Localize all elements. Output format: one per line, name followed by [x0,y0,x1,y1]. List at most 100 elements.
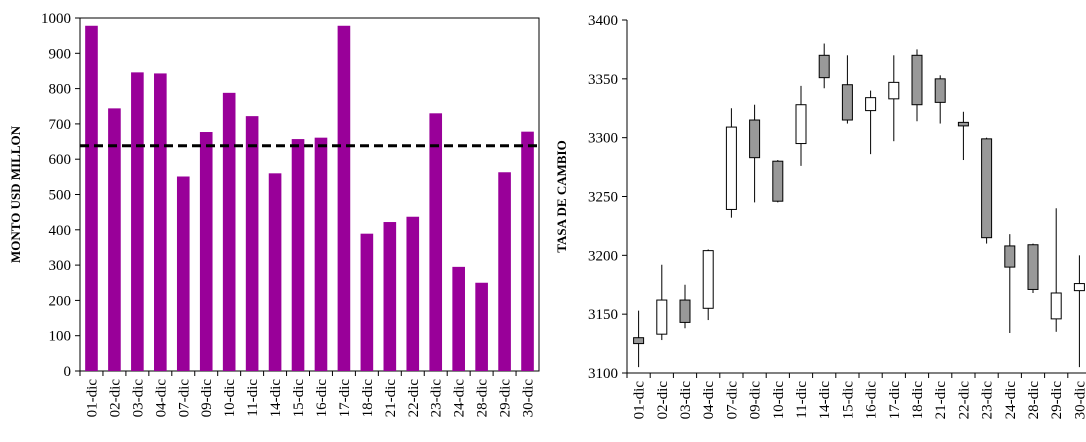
y-axis-title: MONTO USD MILLON [8,125,23,263]
x-tick-label: 11-dic [245,379,261,417]
candle-body [679,299,691,323]
candle-body [1027,244,1039,290]
x-tick-label: 10-dic [771,381,787,420]
x-tick-label: 02-dic [107,379,123,418]
bar [314,137,328,371]
x-tick-label: 11-dic [794,381,810,419]
x-tick-label: 14-dic [817,381,833,420]
bar [85,25,98,372]
bar [291,139,305,371]
x-tick-label: 14-dic [268,379,284,418]
x-tick-label: 23-dic [980,381,996,420]
x-tick-label: 28-dic [475,379,491,418]
x-tick-label: 16-dic [864,381,880,420]
x-tick-label: 17-dic [887,381,903,420]
candle-body [725,126,737,210]
x-tick-label: 18-dic [360,379,376,418]
y-tick-label: 3350 [588,72,618,88]
bar [429,113,443,371]
candle-body [749,119,761,159]
y-tick-label: 3250 [588,190,618,206]
bar [131,72,144,371]
candle-body [1004,245,1016,268]
x-tick-label: 30-dic [521,379,537,418]
y-tick-label: 300 [49,258,72,274]
candle-body [865,97,877,112]
candle-body [981,138,993,239]
x-tick-label: 21-dic [383,379,399,418]
x-tick-label: 16-dic [314,379,330,418]
x-tick-label: 09-dic [199,379,215,418]
candle-body [957,121,969,127]
bar [199,132,213,371]
y-tick-label: 100 [49,329,72,345]
candle-body [1073,283,1085,292]
candle-body [934,78,946,103]
x-tick-label: 24-dic [1003,381,1019,420]
y-tick-label: 3150 [588,307,618,323]
candle-body [888,81,900,100]
x-tick-label: 15-dic [840,381,856,420]
y-tick-label: 1000 [41,11,71,27]
x-tick-label: 29-dic [498,379,514,418]
candle-body [1050,292,1062,320]
candle-body [795,104,807,145]
x-tick-label: 23-dic [429,379,445,418]
y-tick-label: 3300 [588,131,618,147]
bar [406,216,420,371]
bar [383,222,397,371]
candle-body [818,54,830,79]
x-tick-label: 22-dic [956,381,972,420]
candle-body [656,299,668,335]
bar [475,282,488,371]
bar [521,131,534,371]
y-tick-label: 800 [49,82,72,98]
y-tick-label: 3200 [588,248,618,264]
x-tick-label: 24-dic [452,379,468,418]
candle-body [772,160,784,202]
x-tick-label: 01-dic [84,379,100,418]
y-tick-label: 400 [49,223,72,239]
x-tick-label: 01-dic [632,381,648,420]
plot-area [79,17,540,372]
bar [222,92,236,371]
bar-chart: 0 100 200 300 400 500 600 700 800 900 1000 01-dic 02… [8,11,540,418]
bar [498,172,511,371]
x-tick-label: 04-dic [153,379,169,418]
x-tick-label: 18-dic [910,381,926,420]
x-tick-label: 07-dic [176,379,192,418]
x-tick-label: 22-dic [406,379,422,418]
bar [176,176,190,371]
x-tick-label: 03-dic [130,379,146,418]
x-tick-label: 21-dic [933,381,949,420]
x-tick-label: 17-dic [337,379,353,418]
y-tick-label: 3400 [588,13,618,29]
bar [245,116,259,371]
x-tick-label: 04-dic [701,381,717,420]
y-tick-label: 500 [49,188,72,204]
y-tick-label: 3100 [588,366,618,382]
bar [268,173,282,371]
x-tick-label: 02-dic [655,381,671,420]
x-tick-label: 28-dic [1026,381,1042,420]
x-tick-label: 29-dic [1049,381,1065,420]
y-tick-label: 200 [49,293,72,309]
bar [452,266,465,371]
x-tick-label: 30-dic [1072,381,1086,420]
y-tick-label: 0 [64,364,72,380]
bar [337,25,351,372]
x-tick-label: 09-dic [748,381,764,420]
bar [108,108,121,372]
x-tick-label: 15-dic [291,379,307,418]
y-tick-label: 700 [49,117,72,133]
x-tick-label: 03-dic [678,381,694,420]
candlestick-chart: 3100 3150 3200 3250 3300 3350 3400 01-dic 02-dic… [554,13,1086,419]
x-tick-label: 10-dic [222,379,238,418]
candle-body [702,250,714,309]
y-axis-title: TASA DE CAMBIO [554,140,569,252]
candle-body [841,84,853,121]
bar [360,233,374,371]
bar [154,73,167,372]
